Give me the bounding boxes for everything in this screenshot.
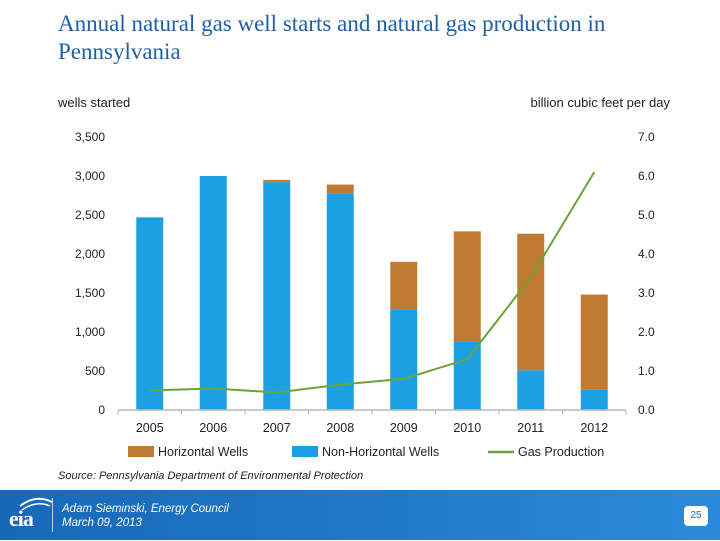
bar-horizontal-2010 xyxy=(453,231,481,342)
x-tick-label: 2006 xyxy=(199,421,227,435)
bar-non-horizontal-2011 xyxy=(517,370,545,410)
presenter-name: Adam Sieminski, Energy Council xyxy=(62,503,229,515)
y2-tick-label: 1.0 xyxy=(638,364,655,378)
y2-tick-label: 0.0 xyxy=(638,403,655,417)
y-tick-label: 0 xyxy=(98,403,105,417)
y-tick-label: 1,000 xyxy=(75,325,105,339)
eia-logo-text: eia xyxy=(9,506,34,531)
y2-tick-label: 4.0 xyxy=(638,247,655,261)
footer-separator xyxy=(52,498,53,532)
right-axis-label: billion cubic feet per day xyxy=(530,95,670,110)
bar-non-horizontal-2005 xyxy=(136,217,164,410)
page-number: 25 xyxy=(684,506,708,526)
x-tick-label: 2009 xyxy=(390,421,418,435)
legend-gas-label: Gas Production xyxy=(518,445,604,459)
bar-horizontal-2012 xyxy=(580,294,608,390)
bar-non-horizontal-2012 xyxy=(580,389,608,410)
y2-tick-label: 6.0 xyxy=(638,169,655,183)
x-tick-label: 2012 xyxy=(580,421,608,435)
source-note: Source: Pennsylvania Department of Envir… xyxy=(58,470,364,482)
bar-non-horizontal-2009 xyxy=(390,309,418,410)
eia-logo-arc-icon xyxy=(19,497,53,511)
bar-non-horizontal-2010 xyxy=(453,341,481,410)
y-tick-label: 2,000 xyxy=(75,247,105,261)
y-tick-label: 3,500 xyxy=(75,130,105,144)
y-tick-label: 3,000 xyxy=(75,169,105,183)
x-tick-label: 2010 xyxy=(453,421,481,435)
legend-non-horizontal-swatch xyxy=(292,446,318,457)
presenter-info: Adam Sieminski, Energy Council March 09,… xyxy=(62,502,229,530)
y2-tick-label: 5.0 xyxy=(638,208,655,222)
footer-bar: eia Adam Sieminski, Energy Council March… xyxy=(0,490,720,540)
bar-horizontal-2007 xyxy=(263,179,291,183)
bar-horizontal-2009 xyxy=(390,261,418,310)
y2-tick-label: 2.0 xyxy=(638,325,655,339)
gas-production-line xyxy=(149,171,596,394)
bar-horizontal-2011 xyxy=(517,233,545,371)
x-tick-label: 2005 xyxy=(136,421,164,435)
bar-non-horizontal-2007 xyxy=(263,182,291,410)
bar-non-horizontal-2006 xyxy=(199,176,227,410)
y2-tick-label: 3.0 xyxy=(638,286,655,300)
chart: 0 500 1,000 1,500 2,000 2,500 3,000 3,500 0.0 1.0… xyxy=(75,130,655,459)
legend-horizontal-swatch xyxy=(128,446,154,457)
legend-horizontal-label: Horizontal Wells xyxy=(158,445,248,459)
x-tick-label: 2007 xyxy=(263,421,291,435)
legend-non-horizontal-label: Non-Horizontal Wells xyxy=(322,445,439,459)
y2-tick-label: 7.0 xyxy=(638,130,655,144)
x-tick-label: 2008 xyxy=(326,421,354,435)
chart-title: Annual natural gas well starts and natur… xyxy=(58,11,606,64)
x-tick-label: 2011 xyxy=(517,421,544,435)
y-tick-label: 500 xyxy=(85,364,105,378)
bar-horizontal-2008 xyxy=(326,184,354,194)
left-axis-label: wells started xyxy=(58,95,131,110)
presentation-date: March 09, 2013 xyxy=(62,517,142,529)
bar-non-horizontal-2008 xyxy=(326,193,354,410)
y-tick-label: 2,500 xyxy=(75,208,105,222)
y-tick-label: 1,500 xyxy=(75,286,105,300)
eia-logo: eia xyxy=(6,494,54,536)
